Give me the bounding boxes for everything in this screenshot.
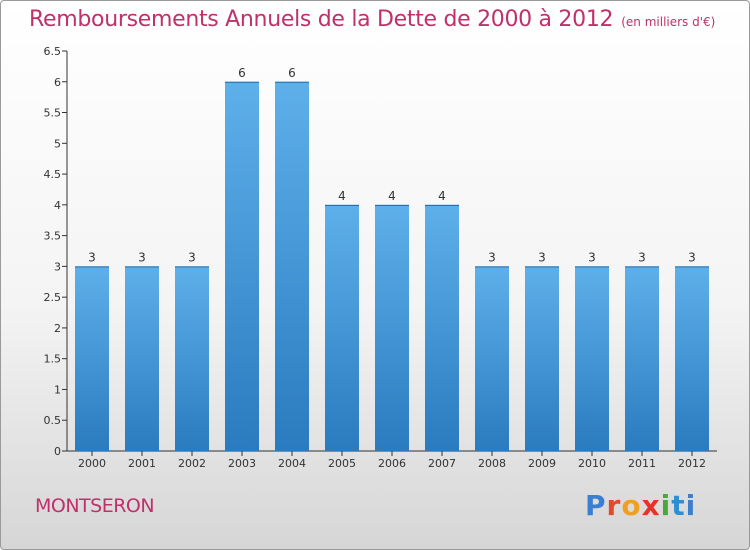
- y-tick-label: 6: [54, 76, 61, 89]
- bar-data-label: 3: [88, 250, 96, 264]
- x-tick-label: 2005: [328, 457, 356, 470]
- y-tick-label: 5.5: [44, 107, 62, 120]
- bar: [325, 204, 359, 451]
- bar: [225, 81, 259, 452]
- y-tick-label: 5: [54, 137, 61, 150]
- bar: [175, 266, 209, 451]
- x-tick-label: 2010: [578, 457, 606, 470]
- bar-data-label: 6: [238, 66, 246, 80]
- logo-letter: r: [606, 489, 622, 522]
- bar: [275, 81, 309, 452]
- x-tick-label: 2004: [278, 457, 306, 470]
- y-tick-label: 4: [54, 199, 61, 212]
- bar-data-label: 3: [188, 250, 196, 264]
- logo-letter: i: [685, 489, 697, 522]
- bar: [375, 204, 409, 451]
- x-tick-label: 2008: [478, 457, 506, 470]
- bar: [475, 266, 509, 451]
- bar: [675, 266, 709, 451]
- x-tick-label: 2000: [78, 457, 106, 470]
- x-tick-label: 2006: [378, 457, 406, 470]
- bar-data-label: 4: [338, 189, 346, 203]
- bar-data-label: 3: [638, 250, 646, 264]
- y-tick-label: 0.5: [44, 414, 62, 427]
- bar: [125, 266, 159, 451]
- y-tick-label: 3: [54, 260, 61, 273]
- chart-title-text: Remboursements Annuels de la Dette de 20…: [29, 7, 614, 32]
- y-tick-label: 2.5: [44, 291, 62, 304]
- x-tick-label: 2012: [678, 457, 706, 470]
- logo-letter: P: [585, 489, 607, 522]
- x-tick-label: 2001: [128, 457, 156, 470]
- logo-letter: i: [660, 489, 672, 522]
- y-tick-label: 3.5: [44, 230, 62, 243]
- chart-title: Remboursements Annuels de la Dette de 20…: [29, 7, 715, 32]
- y-tick-label: 0: [54, 445, 61, 458]
- x-tick-label: 2007: [428, 457, 456, 470]
- bar-data-label: 3: [588, 250, 596, 264]
- bar: [75, 266, 109, 451]
- bar-data-label: 3: [138, 250, 146, 264]
- chart-subtitle: (en milliers d'€): [621, 15, 716, 29]
- proxiti-logo: Proxiti: [585, 489, 696, 522]
- logo-letter: x: [641, 489, 661, 522]
- bar: [425, 204, 459, 451]
- bar: [525, 266, 559, 451]
- y-tick-label: 2: [54, 322, 61, 335]
- bar-data-label: 3: [488, 250, 496, 264]
- x-tick-label: 2002: [178, 457, 206, 470]
- x-tick-label: 2009: [528, 457, 556, 470]
- bar-data-label: 3: [688, 250, 696, 264]
- y-tick-label: 4.5: [44, 168, 62, 181]
- x-tick-label: 2003: [228, 457, 256, 470]
- x-tick-label: 2011: [628, 457, 656, 470]
- bar-data-label: 4: [438, 189, 446, 203]
- y-tick-label: 1: [54, 383, 61, 396]
- bar: [575, 266, 609, 451]
- y-tick-label: 6.5: [44, 45, 62, 58]
- bar-data-label: 4: [388, 189, 396, 203]
- y-tick-label: 1.5: [44, 353, 62, 366]
- bar-data-label: 3: [538, 250, 546, 264]
- bar: [625, 266, 659, 451]
- bar-data-label: 6: [288, 66, 296, 80]
- commune-name: MONTSERON: [35, 495, 155, 517]
- logo-letter: t: [671, 489, 686, 522]
- logo-letter: o: [621, 489, 642, 522]
